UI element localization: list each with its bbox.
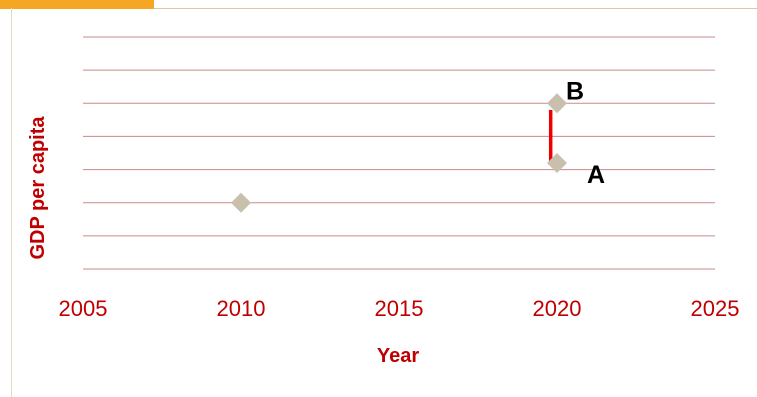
- x-tick-label: 2025: [691, 296, 740, 321]
- data-point-label: A: [587, 161, 605, 189]
- data-point-marker: [547, 93, 567, 114]
- data-point-marker: [231, 192, 251, 213]
- x-tick-label: 2020: [533, 296, 582, 321]
- x-tick-label: 2005: [59, 296, 108, 321]
- y-axis-title: GDP per capita: [27, 116, 49, 260]
- x-axis-title: Year: [377, 345, 419, 367]
- x-tick-label: 2010: [217, 296, 266, 321]
- left-rule: [11, 8, 12, 397]
- data-point-marker: [547, 152, 567, 173]
- x-tick-label: 2015: [375, 296, 424, 321]
- top-rule: [154, 8, 757, 9]
- accent-corner-tab: [0, 0, 154, 9]
- data-points: BA: [231, 77, 605, 213]
- x-tick-labels: 2005 2010 2015 2020 2025: [59, 296, 740, 321]
- data-point-label: B: [566, 77, 584, 105]
- gridlines: [83, 36, 715, 270]
